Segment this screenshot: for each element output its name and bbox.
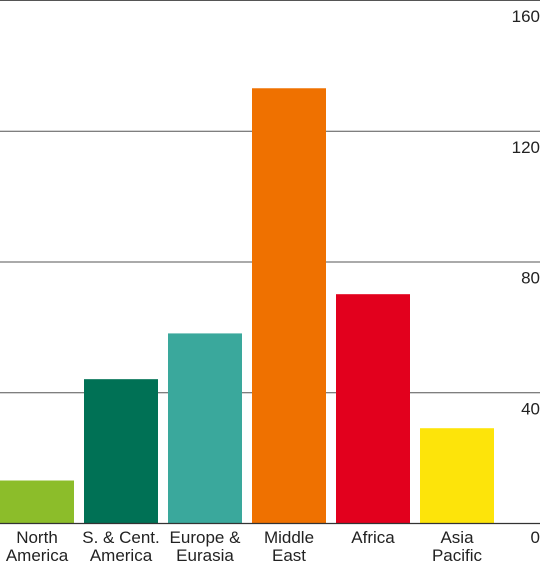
y-axis-tick-labels: 0 40 80 120 160 (512, 7, 540, 547)
y-tick-label-0: 0 (531, 528, 540, 547)
category-label-3: Middle East (264, 528, 314, 565)
bar-1 (84, 379, 158, 523)
category-label-line: Asia (440, 528, 474, 547)
category-label-line: Africa (351, 528, 395, 547)
bar-4 (336, 294, 410, 523)
category-label-line: Pacific (432, 546, 483, 565)
category-label-5: Asia Pacific (432, 528, 483, 565)
y-tick-label-160: 160 (512, 7, 540, 26)
bar-3 (252, 88, 326, 523)
category-label-line: America (90, 546, 153, 565)
category-label-2: Europe & Eurasia (170, 528, 242, 565)
category-label-0: North America (6, 528, 69, 565)
category-label-line: Middle (264, 528, 314, 547)
category-label-line: S. & Cent. (82, 528, 159, 547)
category-label-line: North (16, 528, 58, 547)
category-label-line: Eurasia (176, 546, 234, 565)
y-tick-label-40: 40 (521, 399, 540, 418)
y-tick-label-80: 80 (521, 269, 540, 288)
category-label-line: Europe & (170, 528, 242, 547)
bar-5 (420, 428, 494, 523)
category-label-line: East (272, 546, 306, 565)
bars (0, 88, 494, 523)
bar-2 (168, 333, 242, 523)
category-label-line: America (6, 546, 69, 565)
bar-0 (0, 480, 74, 523)
y-tick-label-120: 120 (512, 138, 540, 157)
category-label-1: S. & Cent. America (82, 528, 159, 565)
category-label-4: Africa (351, 528, 395, 547)
